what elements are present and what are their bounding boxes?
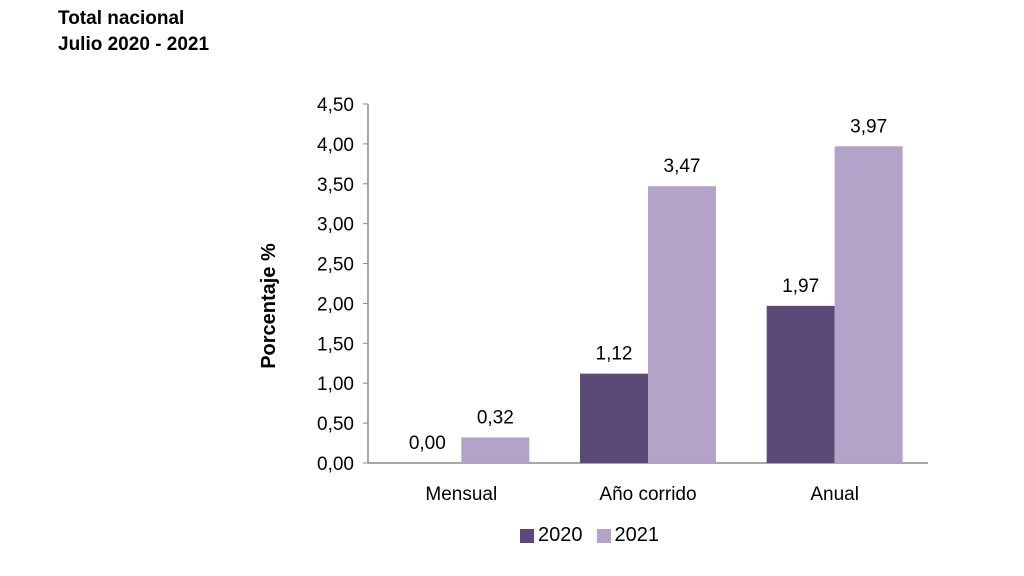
y-tick-label: 3,50 (317, 175, 354, 196)
y-tick-label: 3,00 (317, 215, 354, 236)
data-label: 0,00 (409, 433, 446, 454)
bar-2021 (461, 437, 530, 463)
y-tick-label: 1,00 (317, 374, 354, 395)
data-label: 0,32 (477, 407, 514, 428)
legend-label-2020: 2020 (538, 524, 583, 546)
chart-heading: Total nacional Julio 2020 - 2021 (58, 6, 209, 58)
x-category-label: Anual (810, 484, 859, 505)
y-tick-label: 2,50 (317, 255, 354, 276)
heading-line-1: Total nacional (58, 8, 185, 29)
y-tick-label: 1,50 (317, 334, 354, 355)
x-category-label: Año corrido (599, 484, 696, 505)
y-tick-label: 2,00 (317, 294, 354, 315)
bar-2021 (834, 146, 903, 463)
legend-swatch-2020 (520, 528, 534, 543)
legend-swatch-2021 (596, 528, 611, 543)
y-tick-label: 4,50 (317, 95, 354, 116)
bar-2020 (766, 305, 835, 463)
data-label: 1,97 (782, 276, 819, 297)
y-axis-label: Porcentaje % (258, 243, 280, 369)
data-label: 3,97 (850, 116, 887, 137)
bar-2021 (648, 186, 716, 463)
legend: 2020 2021 (520, 524, 673, 547)
y-tick-label: 4,00 (317, 135, 354, 156)
y-tick-label: 0,00 (317, 454, 354, 475)
y-tick-label: 0,50 (317, 414, 354, 435)
legend-label-2021: 2021 (614, 524, 660, 546)
x-category-label: Mensual (425, 484, 497, 505)
legend-item-2021: 2021 (596, 524, 660, 547)
bar-2020 (580, 373, 648, 463)
data-label: 1,12 (596, 344, 633, 365)
heading-line-2: Julio 2020 - 2021 (58, 34, 210, 55)
chart-bars: 0,00 0,32 1,12 3,47 1,97 3,97 (409, 116, 903, 463)
data-label: 3,47 (664, 156, 701, 177)
legend-item-2020: 2020 (520, 524, 583, 547)
